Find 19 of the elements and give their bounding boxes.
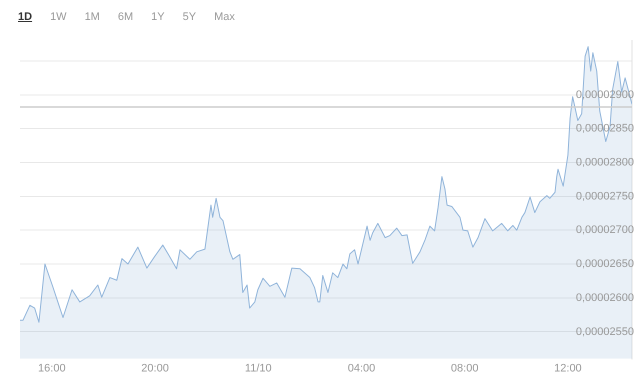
y-tick-label: 0,00002700 bbox=[576, 224, 634, 236]
text: 5Y bbox=[182, 10, 196, 25]
y-tick-label: 0,00002650 bbox=[576, 258, 634, 270]
y-tick-label: 0,00002750 bbox=[576, 190, 634, 202]
y-tick-label: 0,00002550 bbox=[576, 326, 634, 338]
text: 1Y bbox=[151, 10, 165, 25]
x-tick-label: 08:00 bbox=[450, 362, 478, 374]
y-tick-label: 0,00002800 bbox=[576, 156, 634, 168]
x-tick-label: 11/10 bbox=[244, 362, 272, 374]
x-tick-label: 12:00 bbox=[554, 362, 582, 374]
y-tick-label: 0,00002600 bbox=[576, 292, 634, 304]
x-tick-label: 16:00 bbox=[38, 362, 66, 374]
x-tick-label: 04:00 bbox=[348, 362, 376, 374]
text: 1M bbox=[84, 10, 100, 25]
x-tick-label: 20:00 bbox=[141, 362, 169, 374]
text: Max bbox=[214, 10, 235, 25]
text: 1W bbox=[50, 10, 67, 25]
text: 1D bbox=[18, 10, 32, 25]
text: 6M bbox=[118, 10, 134, 25]
